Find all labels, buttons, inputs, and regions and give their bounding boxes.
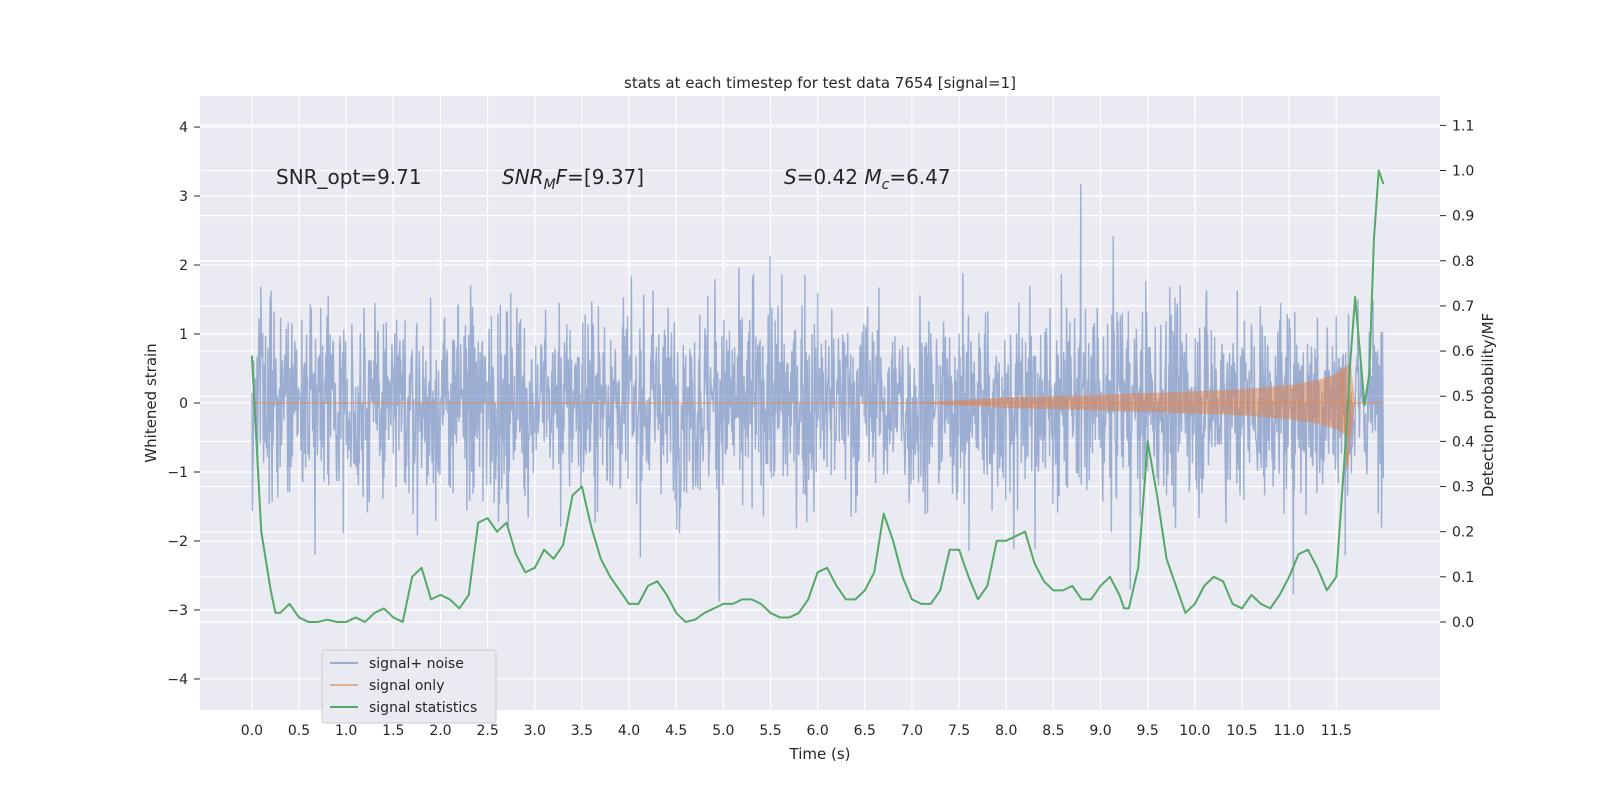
x-tick-label: 1.0 xyxy=(335,723,357,739)
y-tick-label: 3 xyxy=(179,189,188,205)
y2-tick-label: 0.9 xyxy=(1452,209,1474,225)
y-tick-label: 0 xyxy=(179,396,188,412)
x-tick-label: 6.5 xyxy=(854,723,876,739)
x-tick-label: 4.5 xyxy=(665,723,687,739)
x-tick-label: 10.5 xyxy=(1226,723,1257,739)
series-signal-noise xyxy=(251,183,1385,602)
y2-tick-label: 0.7 xyxy=(1452,299,1474,315)
x-tick-label: 6.0 xyxy=(807,723,829,739)
y-tick-label: −3 xyxy=(167,603,188,619)
x-tick-label: 5.0 xyxy=(712,723,734,739)
x-tick-label: 2.0 xyxy=(429,723,451,739)
series-signal-statistics xyxy=(250,169,1385,623)
series-signal-only xyxy=(911,362,1356,440)
y2-tick-label: 0.3 xyxy=(1452,480,1474,496)
x-axis: 0.0 0.5 1.0 1.5 2.0 2.5 3.0 3.5 4.0 4.5 5.0 5.5 6.0 6… xyxy=(241,723,1352,739)
legend-label-signal-only: signal only xyxy=(369,678,444,694)
series-layer xyxy=(250,169,1385,623)
y-tick-label: −2 xyxy=(167,534,188,550)
x-tick-label: 11.0 xyxy=(1274,723,1305,739)
y-axis-label: Whitened strain xyxy=(142,343,160,462)
x-axis-label: Time (s) xyxy=(789,745,851,763)
x-tick-label: 11.5 xyxy=(1321,723,1352,739)
y-axis-label-right: Detection probability/MF xyxy=(1479,313,1497,497)
x-tick-label: 9.0 xyxy=(1089,723,1111,739)
chart-title: stats at each timestep for test data 765… xyxy=(624,74,1016,92)
y2-tick-label: 0.4 xyxy=(1452,434,1474,450)
y2-tick-label: 0.5 xyxy=(1452,389,1474,405)
x-tick-label: 8.0 xyxy=(995,723,1017,739)
y2-tick-label: 0.8 xyxy=(1452,254,1474,270)
x-tick-label: 3.5 xyxy=(571,723,593,739)
x-tick-label: 1.5 xyxy=(382,723,404,739)
y-axis-right: 0.0 0.1 0.2 0.3 0.4 0.5 0.6 0.7 0.8 0.9 1.0 1.1 xyxy=(1440,118,1474,631)
y-tick-label: −1 xyxy=(167,465,188,481)
y-axis-left: −4 −3 −2 −1 0 1 2 3 4 xyxy=(167,120,200,688)
x-tick-label: 10.0 xyxy=(1179,723,1210,739)
annotation-snr-opt: SNR_opt=9.71 xyxy=(276,165,422,189)
x-tick-label: 8.5 xyxy=(1042,723,1064,739)
annotation-s-mc: S=0.42 Mc=6.47 xyxy=(784,165,951,193)
x-tick-label: 5.5 xyxy=(759,723,781,739)
y2-tick-label: 1.1 xyxy=(1452,118,1474,134)
legend-label-signal-statistics: signal statistics xyxy=(369,700,477,716)
x-tick-label: 0.5 xyxy=(288,723,310,739)
y2-tick-label: 0.2 xyxy=(1452,525,1474,541)
legend-box xyxy=(321,649,497,724)
x-tick-label: 9.5 xyxy=(1137,723,1159,739)
y-tick-label: 1 xyxy=(179,327,188,343)
x-tick-label: 0.0 xyxy=(241,723,263,739)
y2-tick-label: 0.6 xyxy=(1452,344,1474,360)
y2-tick-label: 0.1 xyxy=(1452,570,1474,586)
legend: signal+ noise signal only signal statist… xyxy=(321,649,497,724)
x-tick-label: 7.5 xyxy=(948,723,970,739)
x-tick-label: 2.5 xyxy=(476,723,498,739)
y2-tick-label: 1.0 xyxy=(1452,163,1474,179)
signal-only-merger xyxy=(1340,368,1353,469)
legend-label-signal-noise: signal+ noise xyxy=(369,656,464,672)
y-tick-label: 2 xyxy=(179,258,188,274)
x-tick-label: 7.0 xyxy=(901,723,923,739)
annotation-snr-mf: SNRMF=[9.37] xyxy=(502,165,644,193)
x-tick-label: 3.0 xyxy=(524,723,546,739)
x-tick-label: 4.0 xyxy=(618,723,640,739)
y-tick-label: −4 xyxy=(167,672,188,688)
y2-tick-label: 0.0 xyxy=(1452,615,1474,631)
y-tick-label: 4 xyxy=(179,120,188,136)
